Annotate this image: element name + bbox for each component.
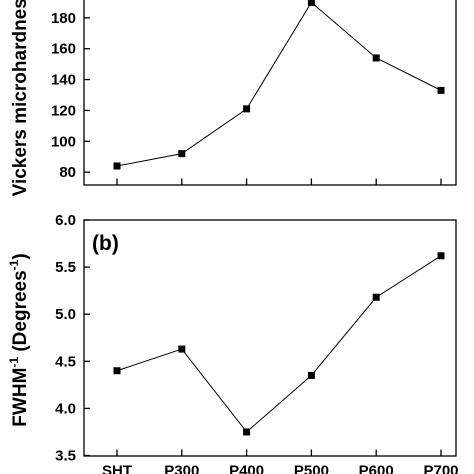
panel-b-label: (b) [92,232,119,255]
y-tick-label: 140 [51,72,76,89]
data-point-p500 [307,0,315,6]
panel-b-y-axis-title: FWHM-1 (Degrees-1) [7,253,31,426]
series-line [116,1,442,167]
y-tick-label: 5.5 [55,259,76,276]
data-point-p700 [437,86,445,94]
series-line [116,255,442,433]
y-tick-label: 3.5 [55,448,76,465]
data-point-p300 [178,150,186,158]
data-point-sht [113,367,121,375]
data-point-p600 [372,54,380,62]
x-tick-label: P600 [359,463,394,474]
panel-a-y-ticks: 80 100 120 140 160 180 [51,10,90,181]
y-tick-label: 4.5 [55,353,76,370]
panel-a-y-axis-title: Vickers microhardness [10,0,31,196]
y-tick-label: 160 [51,41,76,58]
x-tick-label: P500 [294,463,329,474]
y-tick-label: 6.0 [55,212,76,229]
y-tick-label: 80 [59,164,76,181]
data-point-p400 [243,428,251,436]
panel-b-fwhm: FWHM-1 (Degrees-1) (b) 3.5 4.0 4.5 5.0 5.5 6.… [7,212,459,474]
data-point-p500 [307,371,315,379]
panel-b-x-tick-labels: SHT P300 P400 P500 P600 P700 [102,463,459,474]
data-point-p600 [372,293,380,301]
panel-a-series [113,0,445,170]
data-point-sht [113,162,121,170]
x-tick-label: SHT [102,463,132,474]
data-point-p400 [243,105,251,113]
y-tick-label: 100 [51,133,76,150]
y-tick-label: 120 [51,102,76,119]
panel-b-y-ticks: 3.5 4.0 4.5 5.0 5.5 6.0 [55,212,90,465]
x-tick-label: P400 [229,463,264,474]
panel-a-hardness: Vickers microhardness 80 100 120 140 160 180 [10,0,457,196]
x-tick-label: P300 [164,463,199,474]
data-point-p300 [178,345,186,353]
y-tick-label: 4.0 [55,400,76,417]
panel-b-x-ticks [116,449,442,456]
y-tick-label: 180 [51,10,76,27]
x-tick-label: P700 [423,463,458,474]
y-tick-label: 5.0 [55,306,76,323]
panel-a-x-ticks [116,178,442,185]
panel-b-series [113,252,445,436]
panel-b-frame [83,219,457,457]
panel-a-frame [83,0,457,186]
data-point-p700 [437,252,445,260]
